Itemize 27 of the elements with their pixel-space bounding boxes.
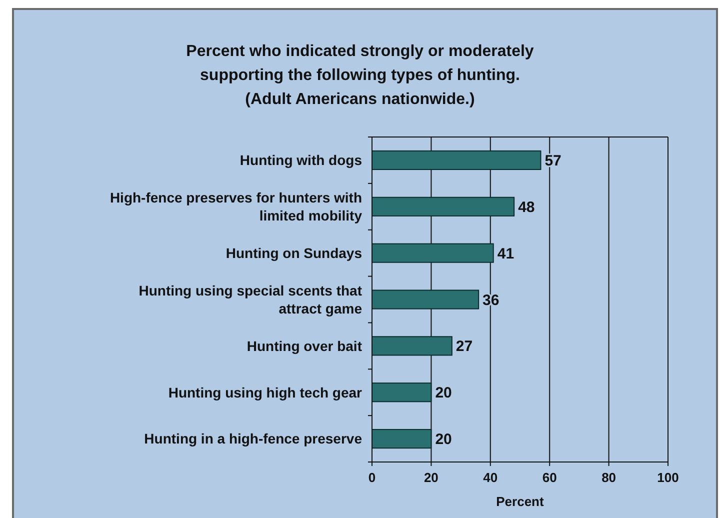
bar xyxy=(372,196,515,216)
y-tick-label: Hunting over bait xyxy=(246,338,362,354)
y-tick-label: Hunting using special scents that attract game xyxy=(138,282,362,316)
data-label: 27 xyxy=(456,338,473,356)
data-label: 20 xyxy=(435,431,452,448)
bar xyxy=(372,382,432,402)
y-tick-label: Hunting with dogs xyxy=(240,152,362,168)
data-label: 48 xyxy=(518,198,535,216)
chart-title: Percent who indicated strongly or moderately supporting the following types of hunting. (Adult Americans nationwide.) xyxy=(186,43,534,108)
bar xyxy=(372,290,480,310)
x-tick-label: 100 xyxy=(657,470,679,485)
bar xyxy=(372,429,432,449)
bar xyxy=(372,336,452,356)
x-tick-label: 20 xyxy=(424,470,438,485)
x-axis-title: Percent xyxy=(496,494,545,509)
x-tick-label: 80 xyxy=(602,470,616,485)
y-tick-label: High-fence preserves for hunters with limited mobility xyxy=(110,190,362,224)
x-tick-label: 60 xyxy=(542,470,557,485)
y-tick-label: Hunting using high tech gear xyxy=(168,384,363,400)
x-tick-label: 0 xyxy=(368,470,376,485)
data-label: 20 xyxy=(435,384,452,402)
bar xyxy=(372,243,494,263)
bar xyxy=(372,150,542,170)
x-tick-label: 40 xyxy=(483,470,498,485)
y-tick-label: Hunting in a high-fence preserve xyxy=(144,430,362,447)
y-tick-label: Hunting on Sundays xyxy=(226,244,362,261)
data-label: 41 xyxy=(497,245,514,262)
